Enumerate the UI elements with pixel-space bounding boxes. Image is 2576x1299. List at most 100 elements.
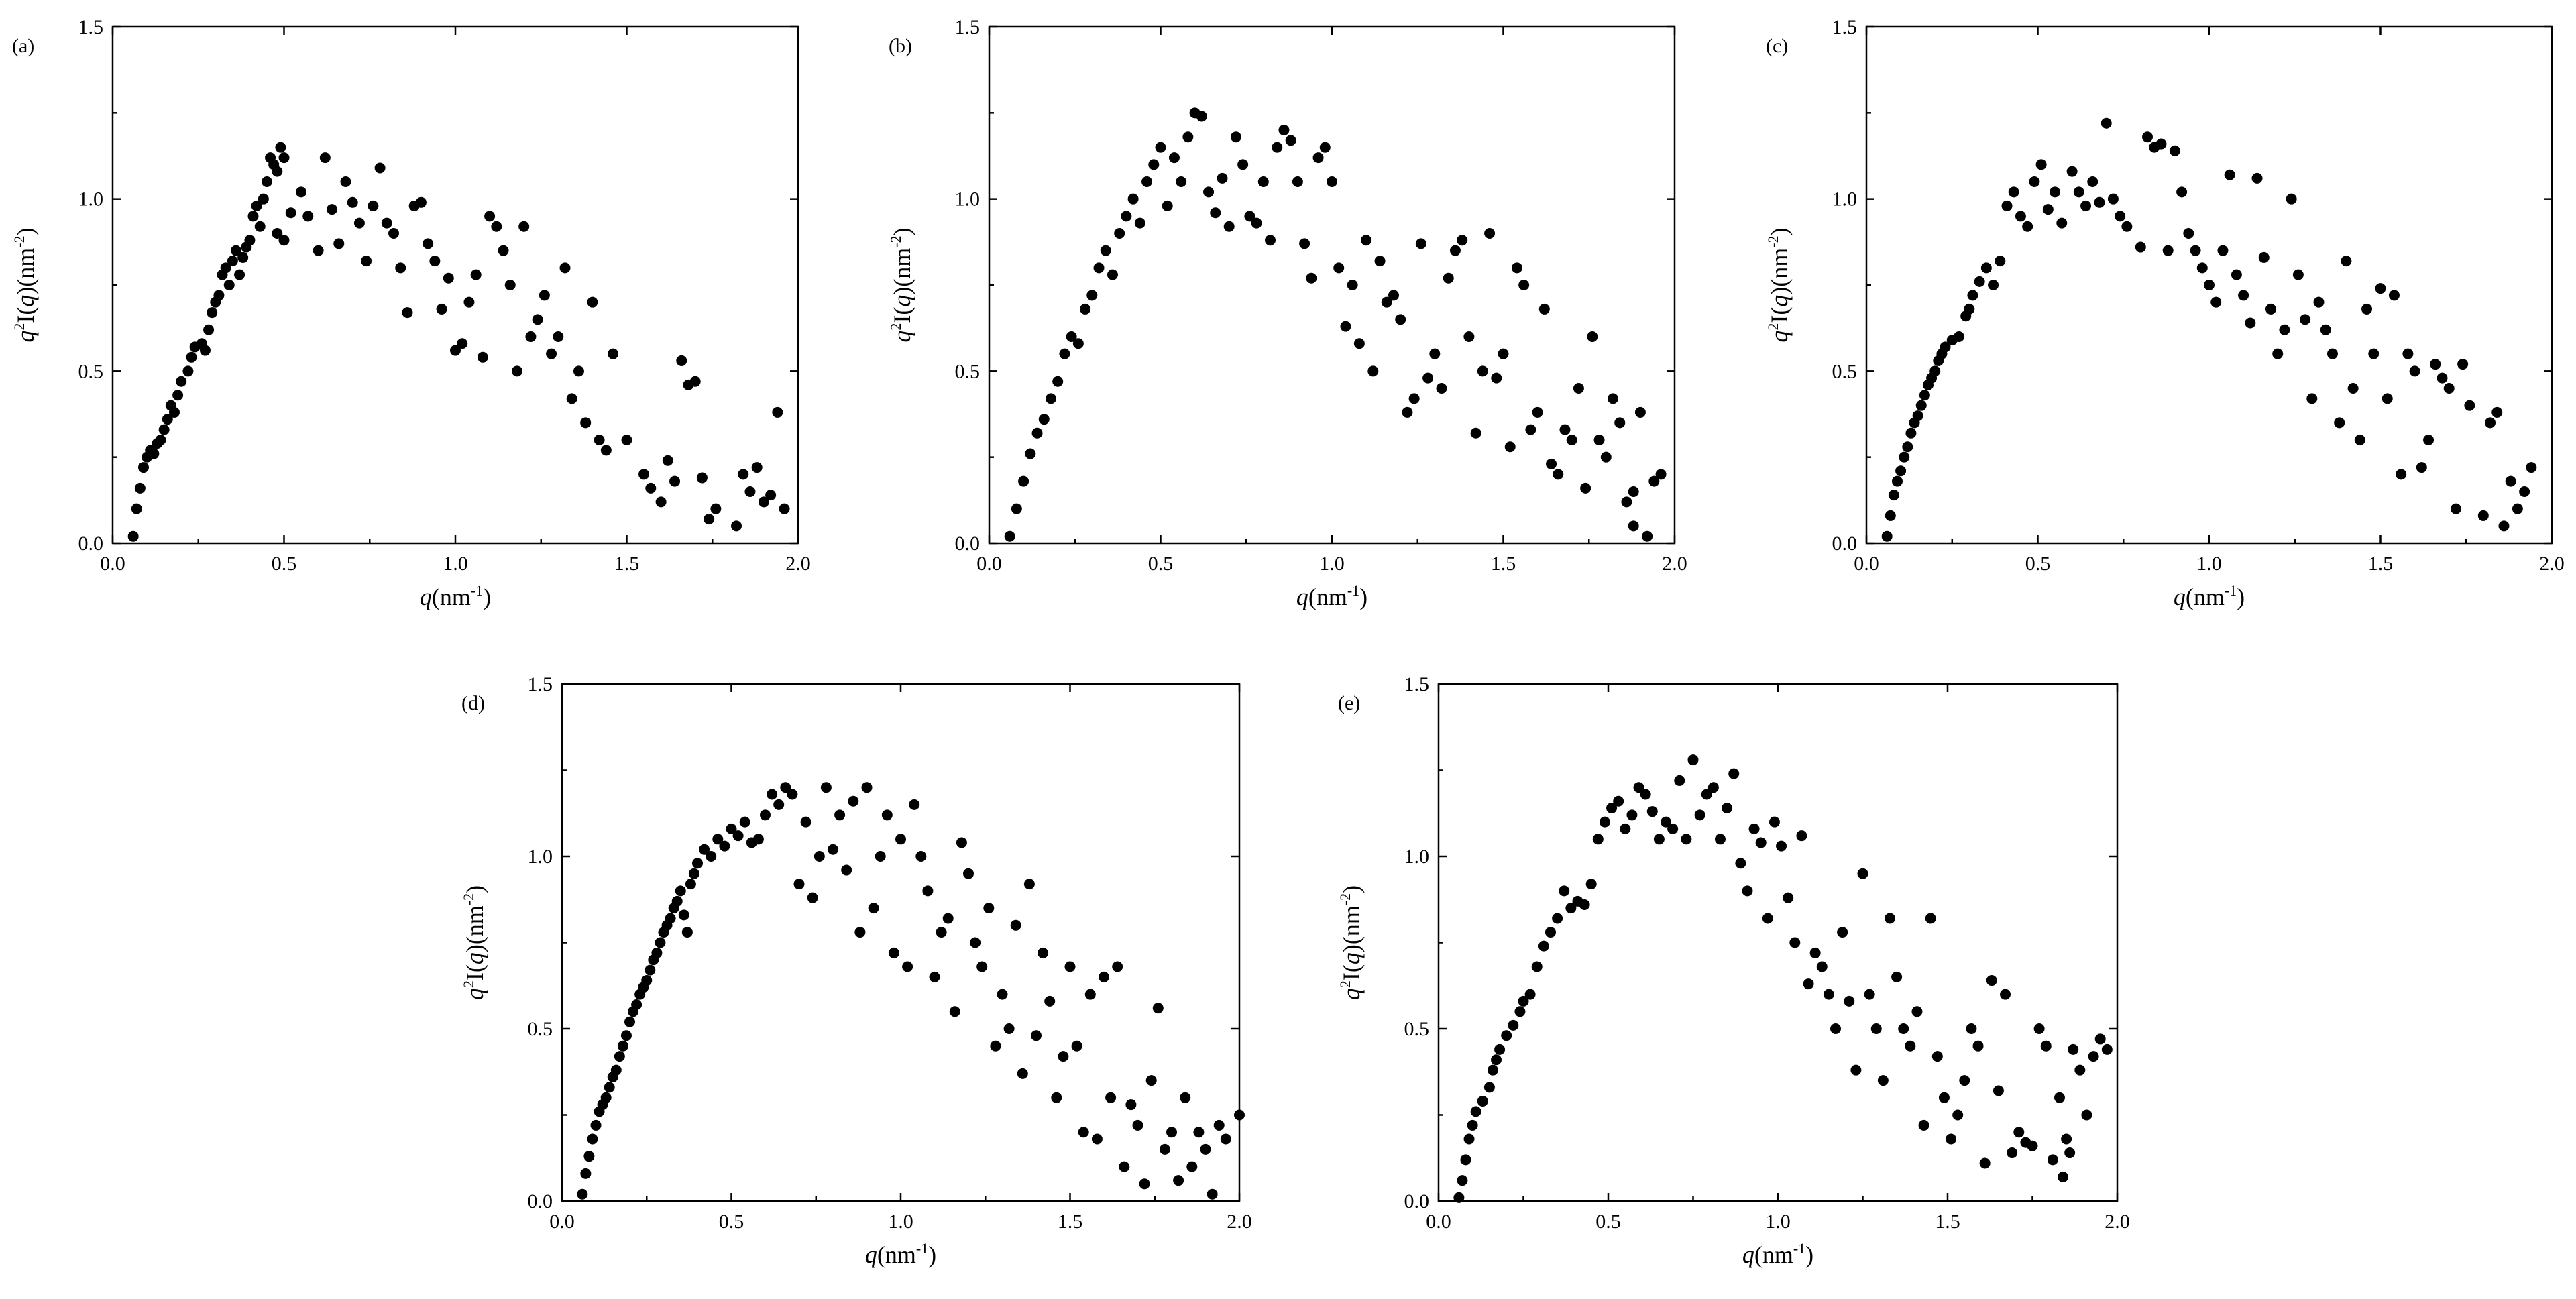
data-point: [155, 435, 166, 445]
data-point: [2279, 324, 2290, 335]
data-point: [1119, 1161, 1130, 1172]
data-point: [1553, 469, 1564, 480]
y-axis-unit: )(nm: [461, 905, 488, 952]
data-point: [230, 245, 241, 256]
data-point: [2423, 435, 2434, 445]
data-point: [1694, 809, 1705, 821]
data-point: [470, 269, 482, 280]
data-point: [577, 1188, 588, 1200]
data-point: [990, 1040, 1001, 1052]
data-point: [881, 809, 893, 821]
data-point: [340, 176, 351, 187]
data-point: [525, 331, 537, 342]
x-tick-label: 2.0: [2539, 553, 2565, 575]
data-point: [608, 348, 619, 359]
data-point: [2238, 290, 2249, 301]
y-tick-label: 0.0: [1832, 532, 1858, 555]
data-point: [1552, 913, 1563, 924]
data-point: [942, 913, 954, 924]
x-axis-var: q: [865, 1241, 877, 1268]
data-point: [1494, 1043, 1506, 1055]
data-point: [614, 1051, 625, 1062]
data-point: [1299, 238, 1310, 249]
data-point: [1518, 995, 1529, 1007]
data-point: [347, 196, 358, 208]
x-tick-label: 0.5: [2025, 553, 2051, 575]
data-point: [1066, 331, 1077, 342]
data-point: [2217, 245, 2229, 256]
x-axis-title: q(nm-1): [1742, 1240, 1813, 1268]
panel-label: (d): [461, 692, 485, 714]
data-point: [662, 455, 673, 466]
data-point: [814, 851, 825, 862]
data-point: [1180, 1092, 1191, 1103]
data-point: [1905, 427, 1917, 439]
data-point: [706, 851, 717, 862]
data-point: [450, 345, 461, 356]
data-point: [2430, 359, 2441, 370]
data-point: [2029, 176, 2040, 187]
data-point: [1038, 414, 1050, 425]
data-point: [1899, 451, 1910, 463]
data-point: [1633, 782, 1644, 793]
y-axis-title: q2I(q)(nm-2): [460, 885, 488, 1000]
data-point: [970, 937, 981, 948]
data-point: [1599, 816, 1610, 828]
data-point: [261, 176, 272, 187]
data-point: [1769, 816, 1780, 828]
data-point: [1823, 989, 1834, 1000]
data-point: [2155, 138, 2167, 150]
y-axis-sup: 2: [11, 323, 27, 331]
data-point: [285, 207, 296, 219]
data-point: [1395, 314, 1406, 325]
data-points: [1004, 107, 1667, 542]
data-point: [2313, 296, 2325, 308]
data-point: [752, 834, 764, 845]
data-point: [1003, 1023, 1015, 1034]
data-point: [1052, 376, 1064, 387]
data-point: [504, 280, 516, 290]
data-point: [590, 1119, 602, 1131]
x-axis-title: q(nm-1): [420, 582, 491, 610]
data-point: [1964, 303, 1975, 315]
data-point: [539, 290, 550, 301]
data-point: [1722, 803, 1733, 814]
data-point: [2068, 1043, 2079, 1055]
data-point: [1742, 885, 1753, 897]
data-point: [353, 217, 365, 229]
data-point: [645, 482, 657, 494]
data-point: [2272, 348, 2284, 359]
data-point: [566, 393, 577, 404]
data-point: [1628, 520, 1639, 532]
data-point: [1086, 290, 1098, 301]
y-axis-unit: )(nm: [889, 248, 915, 295]
data-point: [1532, 406, 1543, 418]
data-point: [1374, 256, 1386, 267]
y-axis-title: q2I(q)(nm-2): [11, 227, 39, 342]
data-point: [699, 844, 710, 855]
data-point: [712, 834, 724, 845]
x-tick-label: 1.5: [2368, 553, 2394, 575]
data-point: [1125, 1099, 1137, 1111]
x-axis-end: ): [928, 1241, 936, 1268]
data-point: [1857, 868, 1868, 879]
data-point: [915, 851, 927, 862]
x-tick-label: 1.5: [614, 553, 640, 575]
data-point: [621, 435, 632, 445]
data-point: [760, 809, 771, 821]
y-axis-sup: 2: [460, 980, 477, 988]
data-point: [182, 365, 194, 377]
data-point: [2047, 1154, 2058, 1166]
data-point: [1207, 1188, 1218, 1200]
data-point: [1888, 490, 1899, 501]
data-point: [1538, 940, 1549, 952]
data-point: [2115, 211, 2126, 222]
data-point: [2169, 145, 2180, 156]
data-point: [1457, 1175, 1468, 1186]
data-point: [1728, 768, 1740, 779]
data-point: [1402, 406, 1413, 418]
data-point: [1415, 238, 1426, 249]
data-point: [1084, 989, 1096, 1000]
data-point: [793, 879, 805, 890]
data-point: [1367, 365, 1379, 377]
